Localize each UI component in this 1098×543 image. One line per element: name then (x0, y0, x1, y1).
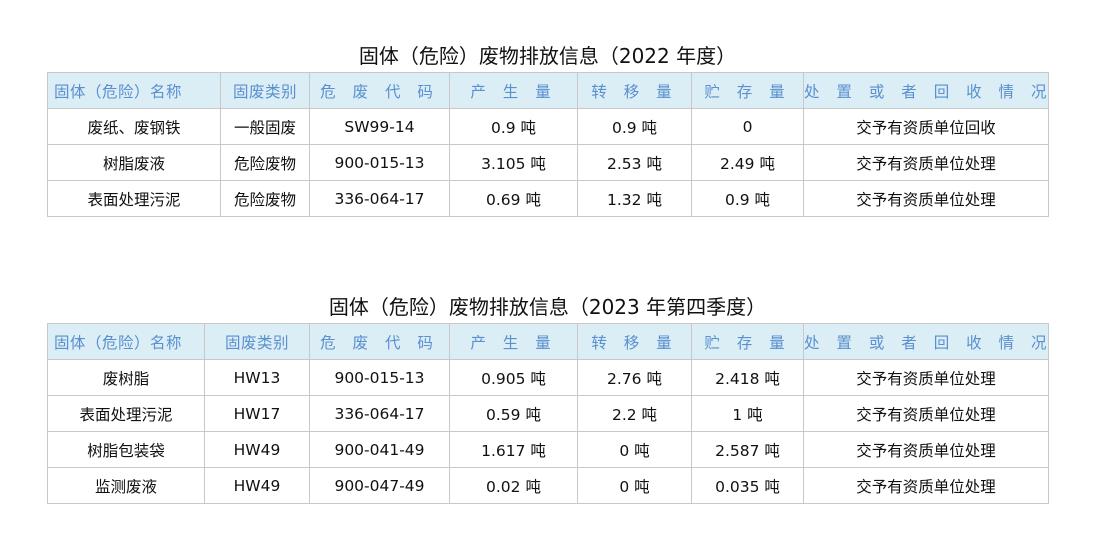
cell-transferred: 1.32 吨 (577, 180, 692, 217)
cell-disposal: 交予有资质单位回收 (803, 108, 1049, 145)
cell-disposal: 交予有资质单位处理 (803, 395, 1049, 432)
cell-transferred: 0.9 吨 (577, 108, 692, 145)
header-category: 固废类别 (204, 323, 310, 360)
cell-disposal: 交予有资质单位处理 (803, 180, 1049, 217)
cell-stored: 2.418 吨 (691, 359, 804, 396)
cell-category: HW13 (204, 359, 310, 396)
cell-stored: 0.9 吨 (691, 180, 804, 217)
cell-code: 336-064-17 (309, 395, 450, 432)
cell-stored: 0 (691, 108, 804, 145)
cell-category: 危险废物 (220, 180, 310, 217)
cell-generated: 0.9 吨 (449, 108, 578, 145)
cell-generated: 0.02 吨 (449, 467, 578, 504)
header-transferred: 转 移 量 (577, 323, 692, 360)
cell-code: 336-064-17 (309, 180, 450, 217)
cell-generated: 0.59 吨 (449, 395, 578, 432)
cell-transferred: 0 吨 (577, 431, 692, 468)
header-code: 危 废 代 码 (309, 323, 450, 360)
header-generated: 产 生 量 (449, 323, 578, 360)
cell-category: HW17 (204, 395, 310, 432)
cell-transferred: 0 吨 (577, 467, 692, 504)
cell-name: 废树脂 (47, 359, 205, 396)
header-disposal: 处 置 或 者 回 收 情 况 (803, 72, 1049, 109)
cell-disposal: 交予有资质单位处理 (803, 467, 1049, 504)
waste-table-2023q4: 固体（危险）名称 固废类别危 废 代 码产 生 量转 移 量贮 存 量处 置 或 … (47, 323, 1049, 504)
table-row: 表面处理污泥 危险废物 336-064-17 0.69 吨 1.32 吨 0.9 吨交予有… (47, 180, 1049, 217)
header-stored: 贮 存 量 (691, 72, 804, 109)
cell-generated: 0.69 吨 (449, 180, 578, 217)
header-transferred: 转 移 量 (577, 72, 692, 109)
cell-stored: 2.587 吨 (691, 431, 804, 468)
cell-transferred: 2.2 吨 (577, 395, 692, 432)
cell-transferred: 2.76 吨 (577, 359, 692, 396)
cell-generated: 3.105 吨 (449, 144, 578, 181)
cell-stored: 2.49 吨 (691, 144, 804, 181)
cell-disposal: 交予有资质单位处理 (803, 144, 1049, 181)
cell-code: 900-015-13 (309, 144, 450, 181)
cell-name: 监测废液 (47, 467, 205, 504)
cell-category: HW49 (204, 431, 310, 468)
cell-generated: 1.617 吨 (449, 431, 578, 468)
cell-name: 废纸、废钢铁 (47, 108, 221, 145)
cell-transferred: 2.53 吨 (577, 144, 692, 181)
table-row: 废纸、废钢铁 一般固废 SW99-14 0.9 吨 0.9 吨 0 交予有资质单位回收 (47, 108, 1049, 145)
cell-generated: 0.905 吨 (449, 359, 578, 396)
header-stored: 贮 存 量 (691, 323, 804, 360)
cell-code: 900-047-49 (309, 467, 450, 504)
header-disposal: 处 置 或 者 回 收 情 况 (803, 323, 1049, 360)
cell-name: 树脂废液 (47, 144, 221, 181)
cell-disposal: 交予有资质单位处理 (803, 359, 1049, 396)
table-title-2022: 固体（危险）废物排放信息（2022 年度） (358, 44, 737, 68)
cell-code: SW99-14 (309, 108, 450, 145)
cell-stored: 1 吨 (691, 395, 804, 432)
cell-category: 危险废物 (220, 144, 310, 181)
table-row: 废树脂 HW13 900-015-13 0.905 吨 2.76 吨 2.418 吨交予有… (47, 359, 1049, 396)
cell-code: 900-015-13 (309, 359, 450, 396)
cell-name: 表面处理污泥 (47, 395, 205, 432)
table-title-2023q4: 固体（危险）废物排放信息（2023 年第四季度） (328, 295, 767, 319)
cell-code: 900-041-49 (309, 431, 450, 468)
cell-category: 一般固废 (220, 108, 310, 145)
waste-table-2022: 固体（危险）名称 固废类别危 废 代 码产 生 量转 移 量贮 存 量处 置 或 … (47, 72, 1049, 217)
cell-disposal: 交予有资质单位处理 (803, 431, 1049, 468)
header-category: 固废类别 (220, 72, 310, 109)
header-name: 固体（危险）名称 (47, 72, 221, 109)
table-row: 树脂废液 危险废物 900-015-13 3.105 吨 2.53 吨 2.49 吨交予有… (47, 144, 1049, 181)
cell-name: 表面处理污泥 (47, 180, 221, 217)
cell-category: HW49 (204, 467, 310, 504)
cell-name: 树脂包装袋 (47, 431, 205, 468)
cell-stored: 0.035 吨 (691, 467, 804, 504)
header-name: 固体（危险）名称 (47, 323, 205, 360)
header-generated: 产 生 量 (449, 72, 578, 109)
header-code: 危 废 代 码 (309, 72, 450, 109)
